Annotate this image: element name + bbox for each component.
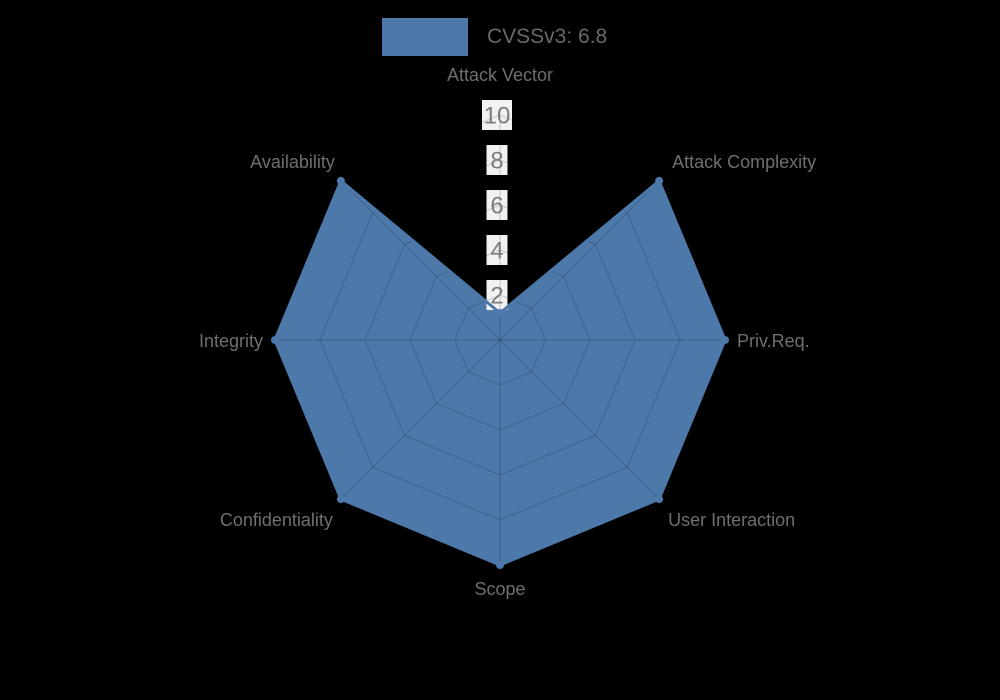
axis-label: Integrity	[199, 331, 263, 351]
grid-ring	[454, 294, 546, 386]
radar-point	[496, 309, 504, 317]
chart-legend: CVSSv3: 6.8	[382, 18, 607, 56]
tick-backdrop	[482, 100, 512, 130]
tick-label: 8	[490, 148, 503, 175]
tick-label: 10	[484, 103, 511, 130]
radar-point	[336, 495, 345, 504]
radar-series-fill	[275, 180, 725, 565]
radar-point	[655, 495, 664, 504]
axis-label: Scope	[474, 579, 525, 599]
radar-point	[496, 561, 504, 569]
tick-label: 2	[490, 283, 503, 310]
axis-label: Priv.Req.	[737, 331, 810, 351]
grid-spoke	[340, 180, 501, 341]
tick-backdrop	[486, 280, 508, 310]
axis-label: Availability	[250, 152, 335, 172]
legend-label: CVSSv3: 6.8	[487, 25, 608, 48]
grid-spoke	[340, 339, 501, 500]
tick-backdrop	[486, 190, 508, 220]
radar-point	[336, 176, 345, 185]
radar-point	[271, 336, 279, 344]
grid-spoke	[499, 180, 660, 341]
grid-ring	[319, 159, 681, 521]
grid-ring	[364, 204, 636, 476]
tick-label: 4	[490, 238, 503, 265]
tick-label: 6	[490, 193, 503, 220]
radar-point	[721, 336, 729, 344]
grid-ring	[409, 249, 591, 431]
legend-swatch	[382, 18, 468, 56]
axis-label: Confidentiality	[220, 510, 333, 530]
radar-point	[655, 176, 664, 185]
axis-label: Attack Complexity	[672, 152, 816, 172]
tick-backdrop	[486, 235, 508, 265]
axis-label: Attack Vector	[447, 65, 553, 85]
tick-backdrop	[486, 145, 508, 175]
axis-label: User Interaction	[668, 510, 795, 530]
grid-spoke	[499, 339, 660, 500]
